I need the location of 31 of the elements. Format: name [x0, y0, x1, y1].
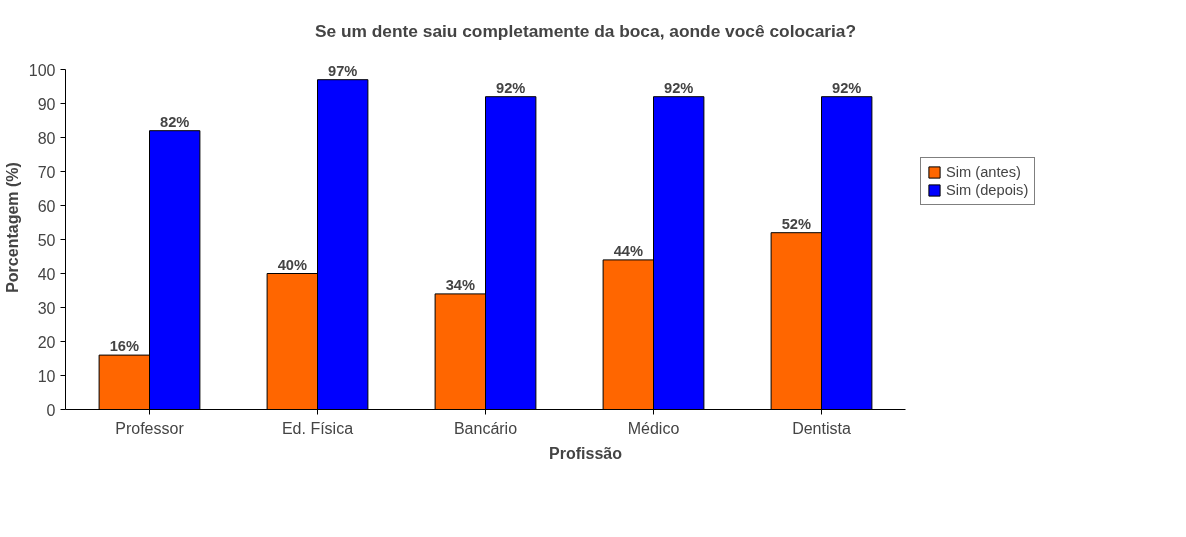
data-label: 92%: [832, 79, 862, 96]
y-tick-label: 70: [37, 163, 56, 181]
y-tick-label: 40: [37, 265, 56, 283]
data-label: 52%: [781, 215, 811, 232]
data-label: 92%: [496, 79, 526, 96]
x-axis-title: Profissão: [549, 444, 623, 462]
y-tick-label: 10: [37, 367, 56, 385]
legend-label: Sim (depois): [946, 182, 1029, 198]
data-label: 82%: [160, 113, 190, 130]
y-tick-label: 60: [37, 197, 56, 215]
chart-title: Se um dente saiu completamente da boca, aonde você colocaria?: [314, 20, 857, 41]
y-tick-label: 0: [46, 401, 56, 419]
x-tick-label: Bancário: [453, 419, 518, 437]
data-label: 40%: [277, 256, 307, 273]
data-label: 16%: [109, 338, 139, 355]
y-tick-label: 20: [37, 333, 56, 351]
y-tick-label: 100: [28, 61, 56, 79]
x-tick-label: Professor: [115, 419, 185, 437]
data-label: 34%: [445, 276, 475, 293]
data-label: 92%: [664, 79, 694, 96]
x-tick-label: Médico: [627, 419, 680, 437]
data-label: 97%: [328, 62, 358, 79]
y-tick-label: 80: [37, 129, 56, 147]
data-label: 44%: [613, 242, 643, 259]
y-tick-label: 90: [37, 95, 56, 113]
x-tick-label: Dentista: [792, 419, 851, 437]
y-tick-label: 30: [37, 299, 56, 317]
x-tick-label: Ed. Física: [281, 419, 354, 437]
y-axis-title: Porcentagem (%): [3, 162, 21, 293]
y-tick-label: 50: [37, 231, 56, 249]
legend-label: Sim (antes): [946, 164, 1021, 180]
